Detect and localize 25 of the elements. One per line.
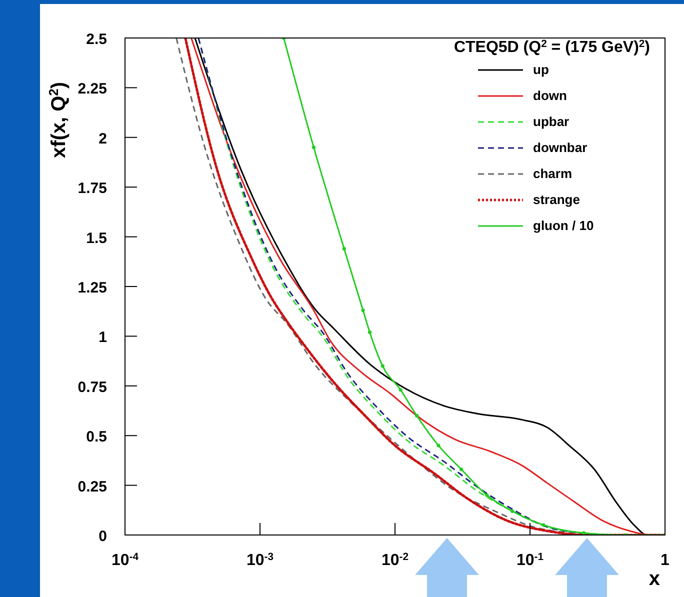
x-tick-label: 10$^{-3}$	[246, 552, 274, 569]
x-tick-label: 10$^{-4}$	[111, 552, 139, 569]
y-tick-label: 1.75	[78, 180, 107, 198]
legend-label: up	[533, 62, 549, 77]
y-tick-label: 1	[98, 329, 107, 346]
legend-label: upbar	[533, 114, 570, 129]
y-tick-label: 2	[98, 130, 107, 148]
x-axis-title: x	[648, 568, 660, 590]
x-tick-label: 1	[660, 552, 670, 569]
y-tick-label: 1.25	[78, 280, 107, 296]
chart-title: CTEQ5D (Q$^{2}$ = (175 GeV)$^{2}$)	[454, 38, 650, 56]
y-tick-label: 1.5	[86, 230, 107, 247]
y-tick-label: 0.5	[86, 428, 107, 446]
y-tick-label: 0.25	[78, 478, 107, 496]
legend-label: down	[533, 88, 567, 103]
y-tick-label: 2.25	[78, 80, 107, 98]
y-tick-label: 0.75	[78, 378, 107, 396]
y-tick-label: 2.5	[86, 31, 107, 48]
legend-label: strange	[533, 192, 580, 207]
legend-label: downbar	[533, 140, 588, 155]
legend-label: gluon / 10	[533, 218, 594, 233]
legend-label: charm	[533, 166, 572, 181]
x-tick-label: 10$^{-2}$	[381, 552, 409, 569]
y-tick-label: 0	[98, 528, 107, 545]
x-tick-label: 10$^{-1}$	[516, 552, 544, 569]
